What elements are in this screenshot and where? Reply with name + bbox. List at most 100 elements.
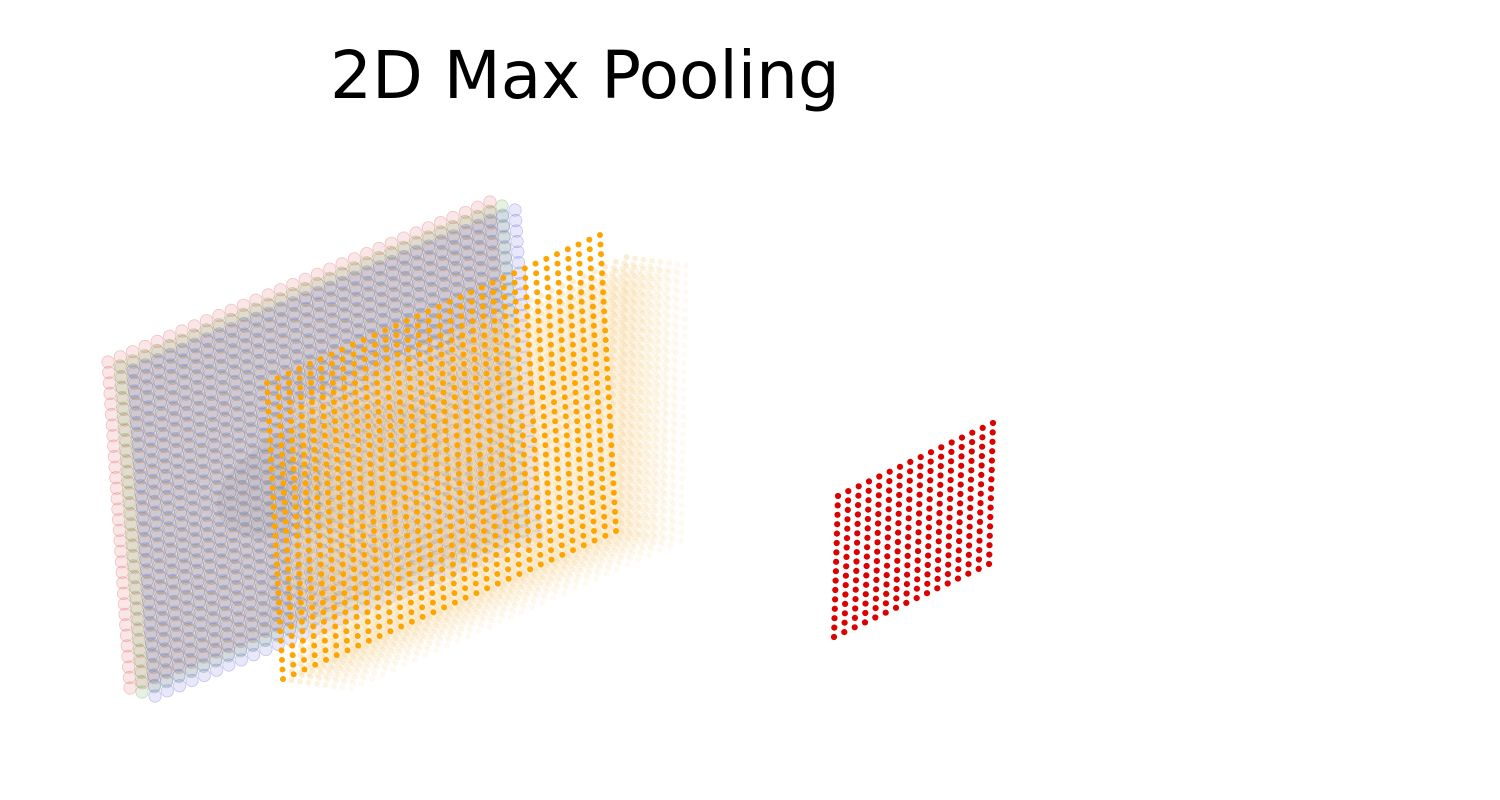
input-channel-point (135, 676, 149, 690)
feature-map-ghost-point (679, 484, 685, 491)
input-channel-point (258, 614, 272, 628)
feature-map-ghost-point (678, 511, 685, 517)
input-channel-point (216, 555, 230, 570)
feature-map-ghost-point (672, 376, 679, 383)
feature-map-ghost-point (571, 585, 578, 592)
input-channel-point (203, 550, 217, 564)
feature-map-ghost-point (670, 465, 677, 472)
feature-map-ghost-point (669, 527, 676, 534)
input-channel-point (184, 645, 198, 659)
feature-map-ghost-point (348, 685, 354, 692)
feature-map-ghost-point (679, 457, 686, 464)
input-channel-point (163, 523, 177, 538)
input-channel-point (150, 518, 164, 532)
input-channel-point (159, 655, 173, 669)
input-channel-point (254, 550, 268, 565)
input-channel-point (200, 332, 214, 346)
input-channel-point (323, 280, 337, 294)
input-channel-point (178, 560, 192, 575)
input-channel-point (115, 565, 129, 579)
feature-map-ghost-point (635, 556, 642, 563)
input-channel-point (311, 285, 325, 300)
input-channel-point (212, 327, 226, 341)
feature-map-ghost-point (573, 579, 580, 586)
input-channel-point (127, 549, 141, 564)
input-channel-point (231, 592, 245, 607)
input-channel-point (225, 498, 239, 512)
feature-map-ghost-point (614, 566, 620, 573)
input-channel-point (148, 671, 162, 685)
feature-map-ghost-point (390, 666, 397, 673)
input-channel-point (496, 208, 510, 222)
input-channel-point (141, 576, 155, 590)
feature-map-ghost-point (584, 574, 591, 581)
input-channel-point (191, 566, 205, 580)
input-channel-point (190, 555, 205, 570)
feature-map-ghost-point (435, 641, 442, 648)
feature-map-ghost-point (671, 447, 677, 454)
input-channel-point (182, 613, 196, 627)
input-channel-point (175, 518, 189, 533)
input-channel-point (193, 587, 207, 601)
input-channel-point (188, 513, 202, 527)
feature-map-ghost-point (670, 474, 677, 481)
input-channel-point (116, 576, 130, 590)
input-channel-point (190, 545, 204, 559)
input-channel-point (208, 634, 223, 649)
input-channel-point (250, 498, 264, 512)
input-channel-point (143, 597, 157, 611)
input-channel-point (140, 555, 154, 569)
input-channel-point (221, 629, 235, 643)
input-channel-point (152, 550, 166, 564)
feature-map-ghost-point (369, 676, 376, 682)
input-channel-point (208, 624, 222, 638)
input-channel-point (225, 322, 239, 336)
feature-map-ghost-point (509, 608, 516, 614)
feature-map-ghost-point (670, 483, 677, 490)
input-channel-point (214, 524, 228, 538)
feature-map-ghost-point (672, 394, 678, 401)
input-channel-point (185, 655, 199, 669)
input-channel-point (122, 670, 136, 685)
input-channel-point (232, 603, 246, 617)
feature-map-ghost-point (414, 651, 420, 657)
input-channel-point (130, 602, 144, 616)
input-channel-point (222, 640, 236, 654)
input-channel-point (258, 624, 273, 638)
input-channel-point (286, 296, 300, 310)
feature-map-ghost-point (627, 555, 633, 562)
input-channel-point (207, 613, 221, 627)
feature-map-ghost-point (424, 646, 431, 653)
input-channel-point (151, 529, 165, 543)
input-channel-point (172, 650, 186, 664)
feature-map-ghost-point (539, 599, 546, 606)
input-channel-point (147, 660, 161, 674)
input-channel-point (164, 545, 179, 559)
input-channel-point (187, 503, 201, 517)
feature-map-ghost-point (403, 655, 410, 662)
input-channel-point (237, 316, 251, 331)
input-channel-point (117, 586, 131, 601)
feature-map-ghost-point (552, 589, 559, 595)
feature-map-ghost-point (603, 571, 610, 577)
input-channel-point (128, 571, 142, 585)
input-channel-point (119, 618, 133, 632)
feature-map-ghost-point (412, 657, 418, 663)
input-channel-point (126, 539, 140, 553)
input-channel-point (171, 639, 185, 653)
input-channel-point (164, 534, 178, 548)
input-channel-point (195, 629, 210, 643)
input-channel-point (153, 560, 167, 575)
input-channel-point (240, 535, 254, 549)
input-channel-point (240, 545, 255, 559)
input-channel-point (252, 529, 266, 544)
feature-map-ghost-point (497, 618, 503, 625)
input-channel-point (138, 534, 152, 548)
input-channel-point (119, 628, 134, 643)
input-channel-point (249, 487, 263, 502)
input-channel-point (229, 561, 243, 575)
input-channel-point (422, 239, 436, 253)
feature-map-ghost-point (682, 298, 689, 304)
input-channel-point (200, 508, 214, 522)
feature-map-ghost-point (648, 546, 655, 552)
